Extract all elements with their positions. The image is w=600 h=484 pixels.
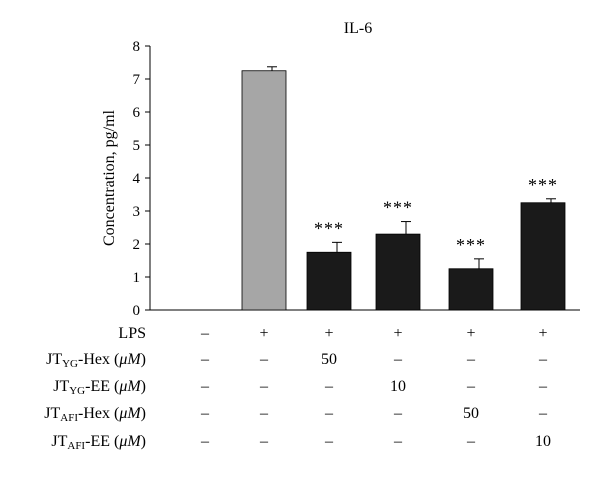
row-label-unit: μM [119,351,141,368]
row-label-subscript: YG [62,358,78,370]
bar [241,70,287,311]
table-cell: – [260,351,268,368]
table-cell: + [466,325,476,342]
table-cell: + [259,325,269,342]
y-tick-label: 6 [133,105,141,121]
bar [448,268,494,311]
table-cell: – [325,405,333,422]
table-cell: – [467,378,475,395]
y-tick-label: 7 [133,72,141,88]
table-cell: – [260,378,268,395]
table-cell: – [201,378,209,395]
chart-title: IL-6 [344,20,372,37]
row-label-main: JT [51,433,68,450]
row-label: JTYG-EE (μM) [53,378,146,397]
table-cell: – [539,378,547,395]
bar [520,202,566,311]
axes: 0 1 2 3 4 5 6 7 8 [133,39,580,319]
y-tick-label: 5 [133,138,141,154]
y-tick-label: 3 [133,204,141,220]
table-cell: – [539,405,547,422]
table-cell: – [394,351,402,368]
y-tick-label: 1 [133,270,141,286]
row-label-subscript: AFI [67,440,86,452]
y-tick-label: 4 [133,171,141,187]
row-label-subscript: AFI [60,412,78,424]
row-label-main: JT [53,378,70,395]
table-cell: + [538,325,548,342]
table-cell: – [201,351,209,368]
table-cell: – [325,433,333,450]
table-cell: 50 [321,351,337,368]
row-label-suffix: -EE ( [85,378,120,395]
table-cell: + [393,325,403,342]
bar [306,251,352,311]
row-label: JTAFI-EE (μM) [51,433,146,452]
row-label-unit: μM [119,405,141,422]
significance-label: *** [456,235,486,255]
row-label-main: JT [46,351,63,368]
table-cell: + [324,325,334,342]
table-cell: – [539,351,547,368]
bars: *** *** *** *** [241,66,566,311]
table-cell: – [260,405,268,422]
row-label-close: ) [140,405,146,422]
row-label-subscript: YG [69,385,86,397]
y-tick-label: 8 [133,39,141,55]
significance-label: *** [383,198,413,218]
row-label-close: ) [140,351,146,368]
table-cell: 50 [463,405,479,422]
table-cell: 10 [390,378,406,395]
table-cell: – [325,378,333,395]
table-cell: – [394,405,402,422]
y-tick-label: 2 [133,237,141,253]
row-label-suffix: -Hex ( [78,405,120,422]
row-label-unit: μM [119,433,141,450]
table-cell: 10 [535,433,551,450]
row-label-unit: μM [119,378,141,395]
row-label-close: ) [140,378,146,395]
table-cell: – [201,405,209,422]
row-label: JTAFI-Hex (μM) [44,405,146,424]
row-label-suffix: -EE ( [85,433,120,450]
row-label-suffix: -Hex ( [78,351,120,368]
table-cell: – [394,433,402,450]
row-label: LPS [118,325,146,343]
table-cell: – [467,433,475,450]
row-label-close: ) [140,433,146,450]
row-label-main: LPS [118,325,146,342]
row-label-main: JT [44,405,61,422]
significance-label: *** [528,175,558,195]
bar [375,233,421,311]
y-axis-label: Concentration, pg/ml [101,109,118,246]
table-cell: – [201,433,209,450]
y-tick-label: 0 [133,303,141,319]
row-label: JTYG-Hex (μM) [46,351,146,370]
table-cell: – [467,351,475,368]
table-cell: – [260,433,268,450]
table-cell: – [201,325,209,342]
significance-label: *** [314,218,344,238]
